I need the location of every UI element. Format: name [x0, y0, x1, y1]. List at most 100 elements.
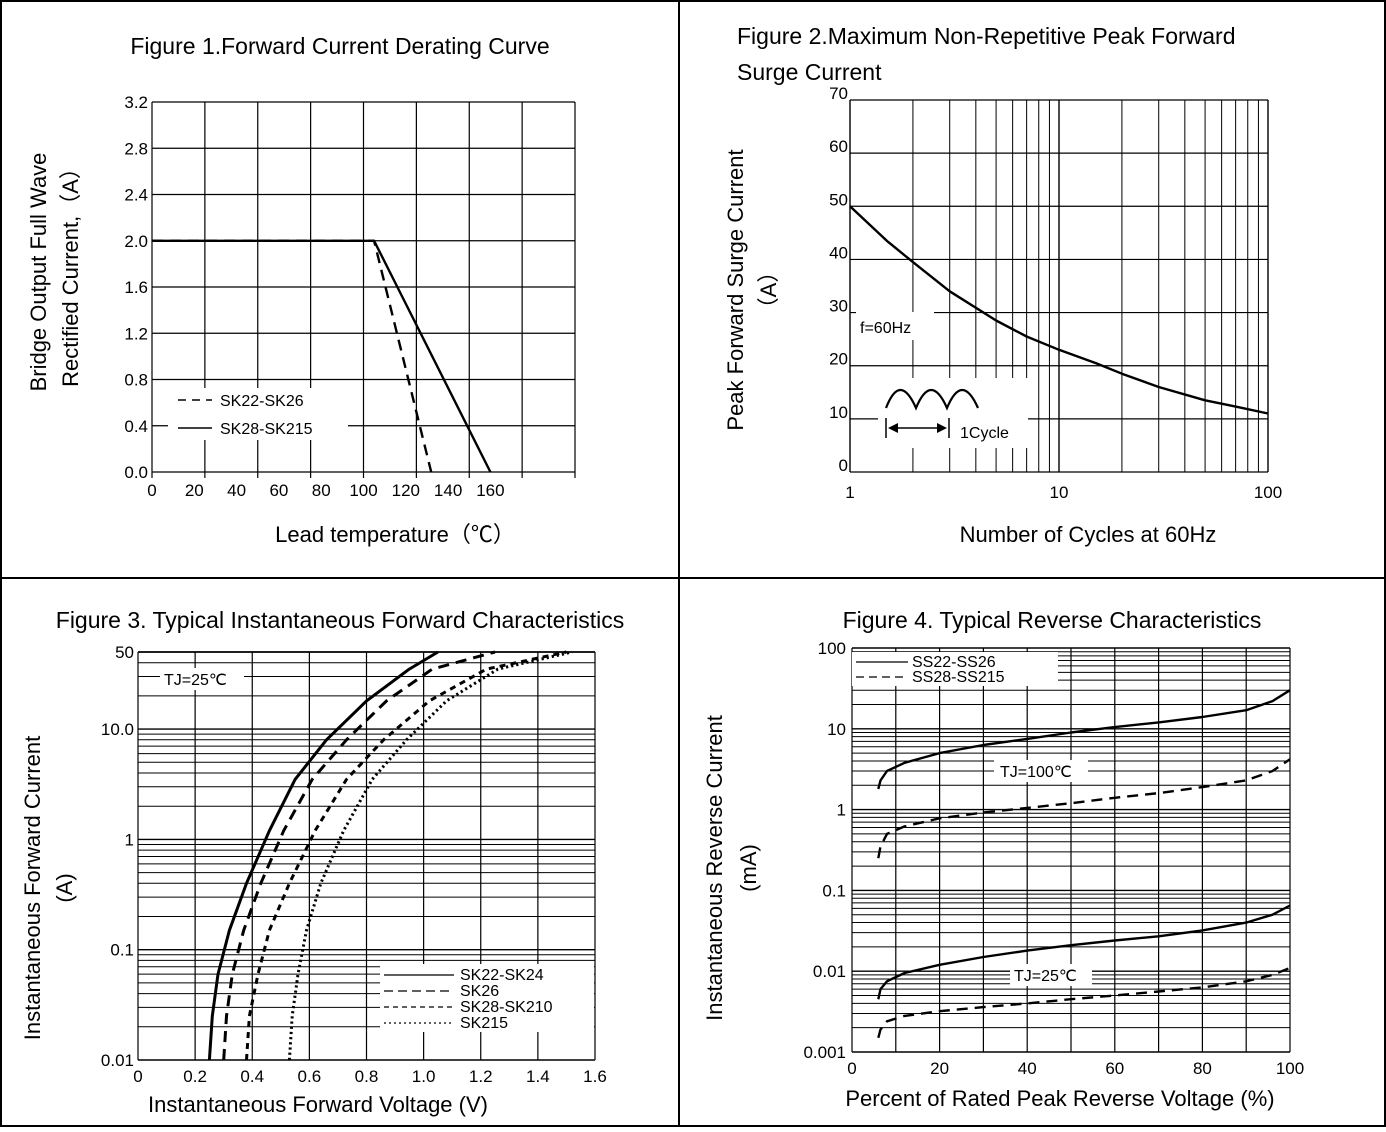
- figure-3-ticks: 0 0.2 0.4 0.6 0.8 1.0 1.2 1.4 1.6 0.01 0.1 1 10.0 50: [101, 643, 607, 1086]
- figure-4-legend-label-1: SS22-SS26: [912, 654, 996, 671]
- figure-3-x-tick-label: 1.6: [583, 1067, 607, 1086]
- figure-2-freq-bg: [856, 312, 934, 340]
- figure-1-xlabel: Lead temperature（℃）: [275, 522, 515, 547]
- figure-1-ticks: 0 20 40 60 80 100 120 140 160 0.0 0.4 0.8 1.2 1.6 2.0 2…: [124, 93, 504, 500]
- figure-4-y-tick-label: 0.1: [822, 881, 846, 900]
- figure-3-tj-note: TJ=25℃: [164, 672, 227, 689]
- figure-2-x-tick-label: 10: [1050, 483, 1069, 502]
- figure-4-series: [877, 689, 1291, 1039]
- figure-3-series: [207, 650, 573, 1061]
- figure-2-y-tick-label: 0: [839, 456, 848, 475]
- figure-3-ylabel-line1: Instantaneous Forward Current: [20, 736, 45, 1041]
- figure-1-y-tick-label: 0.8: [124, 371, 148, 390]
- figure-4-x-tick-label: 80: [1193, 1059, 1212, 1078]
- figure-1-legend-label-1: SK22-SK26: [220, 393, 304, 410]
- figure-2-sine-wave-icon: [884, 388, 980, 411]
- figure-3-x-tick-label: 1.4: [526, 1067, 550, 1086]
- figure-2-arrow-left-icon: [888, 423, 898, 433]
- figure-1-y-tick-label: 0.4: [124, 417, 148, 436]
- figure-3-y-tick-label: 0.01: [101, 1051, 134, 1070]
- figure-2-ylabel-line2: （A）: [756, 261, 781, 320]
- figure-4-tj100-note: TJ=100℃: [1000, 764, 1072, 781]
- figure-1-legend: SK22-SK26 SK28-SK215: [168, 388, 348, 440]
- figure-2: Figure 2.Maximum Non-Repetitive Peak For…: [723, 23, 1282, 547]
- figure-3-x-tick-label: 0: [133, 1067, 142, 1086]
- figure-4-y-tick-label: 10: [827, 720, 846, 739]
- figure-3-x-tick-label: 0.4: [240, 1067, 264, 1086]
- figure-1-series-sk28-sk215: [152, 239, 492, 473]
- figure-4-x-tick-label: 100: [1276, 1059, 1304, 1078]
- figure-4-annotations: SS22-SS26 SS28-SS215 TJ=100℃ TJ=25℃: [852, 652, 1092, 986]
- figure-4-x-tick-label: 60: [1105, 1059, 1124, 1078]
- figure-3-series-sk22-sk24: [207, 650, 439, 1061]
- figure-4-ylabel-line2: (mA): [736, 844, 761, 892]
- figure-3-y-tick-label: 1: [125, 830, 134, 849]
- figure-2-title-line2: Surge Current: [737, 59, 882, 85]
- figure-1-title: Figure 1.Forward Current Derating Curve: [130, 33, 549, 59]
- figure-2-y-tick-label: 30: [829, 297, 848, 316]
- figure-4-grid: [851, 647, 1291, 1053]
- figure-4-tj25-bg: [1010, 964, 1092, 986]
- figure-1-x-tick-label: 100: [349, 481, 377, 500]
- figure-4: Figure 4. Typical Reverse Characteristic…: [702, 607, 1304, 1111]
- figure-3-legend-label-2: SK26: [460, 983, 499, 1000]
- figure-2-annotations: f=60Hz 1Cycle: [856, 312, 1028, 448]
- figure-3-legend-label-4: SK215: [460, 1015, 508, 1032]
- figure-1-x-tick-label: 20: [185, 481, 204, 500]
- figure-2-y-tick-label: 70: [829, 84, 848, 103]
- figure-1-y-tick-label: 2.4: [124, 186, 148, 205]
- figure-3-xlabel: Instantaneous Forward Voltage (V): [148, 1092, 488, 1117]
- figure-4-ticks: 0 20 40 60 80 100 0.001 0.01 0.1 1 10 100: [803, 639, 1304, 1078]
- figure-1-legend-bg: [168, 388, 348, 440]
- figure-1-x-tick-label: 120: [392, 481, 420, 500]
- figure-4-ylabel-line1: Instantaneous Reverse Current: [702, 715, 727, 1021]
- figure-1-x-tick-label: 0: [147, 481, 156, 500]
- figure-1-y-tick-label: 1.2: [124, 324, 148, 343]
- figure-4-y-tick-label: 0.001: [803, 1043, 846, 1062]
- figure-3-series-sk26: [222, 650, 496, 1061]
- figure-1-x-tick-label: 160: [476, 481, 504, 500]
- figure-3-x-tick-label: 0.6: [298, 1067, 322, 1086]
- figure-1-x-tick-label: 80: [312, 481, 331, 500]
- figure-2-grid: [849, 99, 1269, 473]
- figure-2-ticks: 1 10 100 0 10 20 30 40 50 60 70: [829, 84, 1282, 502]
- figure-2-ylabel-line1: Peak Forward Surge Current: [723, 149, 748, 430]
- figure-3-grid: [137, 651, 596, 1061]
- figure-2-x-tick-label: 100: [1254, 483, 1282, 502]
- figure-4-xlabel: Percent of Rated Peak Reverse Voltage (%…: [845, 1086, 1274, 1111]
- figure-3-x-tick-label: 0.8: [355, 1067, 379, 1086]
- figure-2-y-tick-label: 40: [829, 243, 848, 262]
- figure-4-y-tick-label: 1: [837, 801, 846, 820]
- figure-3-legend-label-3: SK28-SK210: [460, 999, 553, 1016]
- figure-4-series-ss22-ss26-tj25: [877, 904, 1291, 1000]
- figure-1-ylabel-line2: Rectified Current,（A）: [58, 157, 83, 387]
- figure-3-x-tick-label: 1.0: [412, 1067, 436, 1086]
- figure-3: Figure 3. Typical Instantaneous Forward …: [20, 607, 624, 1117]
- figure-1-y-tick-label: 2.8: [124, 139, 148, 158]
- figure-1-y-tick-label: 3.2: [124, 93, 148, 112]
- figure-3-ylabel-line2: (A): [52, 873, 77, 902]
- figure-2-y-tick-label: 60: [829, 137, 848, 156]
- figure-2-xlabel: Number of Cycles at 60Hz: [960, 522, 1217, 547]
- figure-4-x-tick-label: 40: [1018, 1059, 1037, 1078]
- figure-1-x-tick-label: 140: [434, 481, 462, 500]
- figure-1-x-tick-label: 40: [227, 481, 246, 500]
- figure-4-title: Figure 4. Typical Reverse Characteristic…: [843, 607, 1262, 633]
- figure-3-title: Figure 3. Typical Instantaneous Forward …: [56, 607, 624, 633]
- figure-3-y-tick-label: 50: [115, 643, 134, 662]
- figure-4-legend-bg: [852, 652, 1058, 686]
- figure-1-ylabel-line1: Bridge Output Full Wave: [26, 153, 51, 392]
- figure-2-title-line1: Figure 2.Maximum Non-Repetitive Peak For…: [737, 23, 1236, 49]
- figure-4-series-ss28-ss215-tj100: [877, 758, 1291, 859]
- figure-2-y-tick-label: 20: [829, 350, 848, 369]
- figure-4-x-tick-label: 0: [847, 1059, 856, 1078]
- figure-3-y-tick-label: 10.0: [101, 720, 134, 739]
- figure-4-y-tick-label: 100: [818, 639, 846, 658]
- figure-4-legend-label-2: SS28-SS215: [912, 669, 1005, 686]
- figure-3-x-tick-label: 1.2: [469, 1067, 493, 1086]
- figure-3-x-tick-label: 0.2: [183, 1067, 207, 1086]
- figure-2-y-tick-label: 50: [829, 190, 848, 209]
- figure-4-y-tick-label: 0.01: [813, 962, 846, 981]
